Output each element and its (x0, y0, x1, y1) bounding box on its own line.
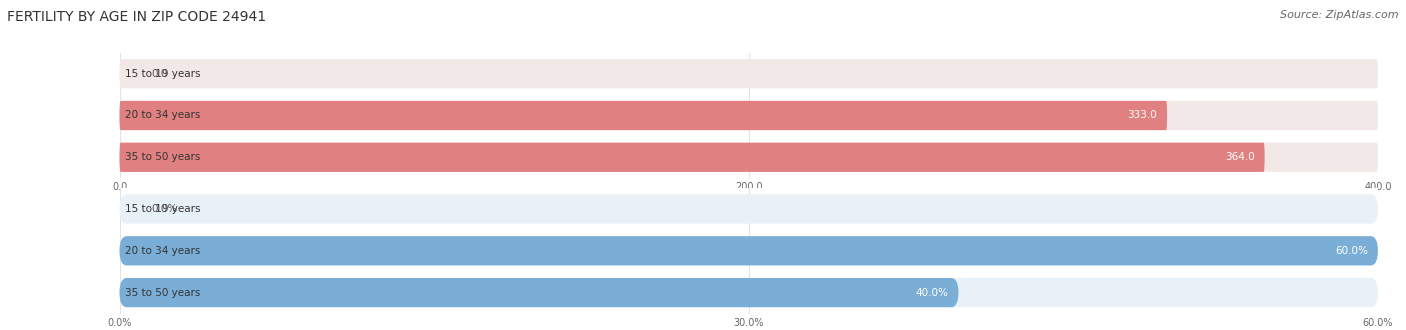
Text: 0.0%: 0.0% (150, 204, 177, 214)
FancyBboxPatch shape (120, 236, 1378, 265)
Text: 35 to 50 years: 35 to 50 years (125, 152, 200, 162)
FancyBboxPatch shape (120, 278, 1378, 307)
FancyBboxPatch shape (120, 236, 1378, 265)
Text: 40.0%: 40.0% (915, 288, 949, 298)
Text: 364.0: 364.0 (1225, 152, 1254, 162)
Text: 0.0: 0.0 (150, 69, 167, 79)
FancyBboxPatch shape (120, 278, 959, 307)
Text: 35 to 50 years: 35 to 50 years (125, 288, 200, 298)
Text: 15 to 19 years: 15 to 19 years (125, 69, 200, 79)
Text: Source: ZipAtlas.com: Source: ZipAtlas.com (1281, 10, 1399, 20)
FancyBboxPatch shape (120, 101, 1167, 130)
FancyBboxPatch shape (120, 143, 1378, 172)
Text: 60.0%: 60.0% (1334, 246, 1368, 256)
Text: 333.0: 333.0 (1128, 111, 1157, 120)
Text: 20 to 34 years: 20 to 34 years (125, 111, 200, 120)
FancyBboxPatch shape (120, 59, 1378, 88)
FancyBboxPatch shape (120, 194, 1378, 224)
FancyBboxPatch shape (120, 101, 1378, 130)
FancyBboxPatch shape (120, 143, 1264, 172)
Text: 15 to 19 years: 15 to 19 years (125, 204, 200, 214)
Text: 20 to 34 years: 20 to 34 years (125, 246, 200, 256)
Text: FERTILITY BY AGE IN ZIP CODE 24941: FERTILITY BY AGE IN ZIP CODE 24941 (7, 10, 266, 24)
